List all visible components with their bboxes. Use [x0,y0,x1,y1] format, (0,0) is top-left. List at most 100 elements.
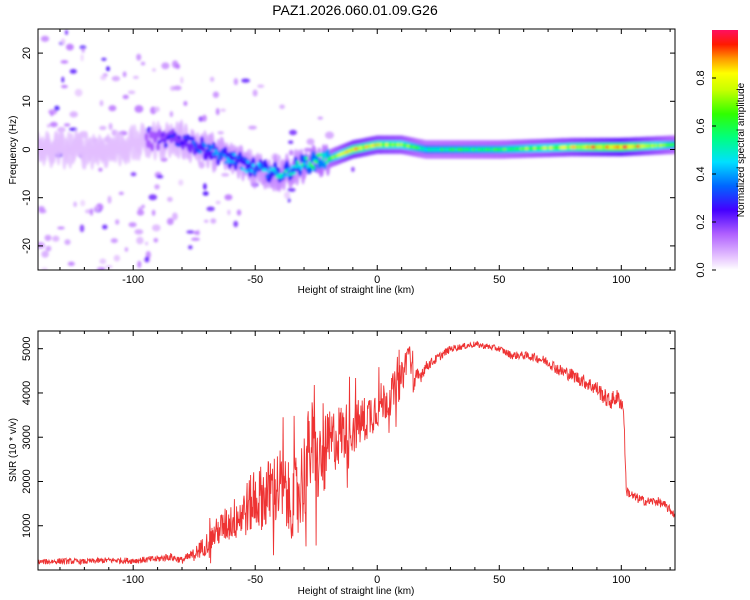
noise-blob [45,245,52,252]
noise-blob [57,226,65,230]
ridge-core [215,151,220,156]
noise-blob [145,241,149,246]
ridge-core [292,171,297,175]
noise-blob [151,209,156,216]
noise-blob [73,201,77,208]
ridge-core [295,160,300,165]
noise-blob [241,78,251,83]
ridge-core [191,140,196,144]
noise-blob [41,250,49,258]
snr-y-axis-label: SNR (10 * v/v) [8,418,19,482]
ridge-core [254,168,259,172]
ridge-core [246,159,250,164]
ridge-core [232,152,237,157]
y-tick-label: -10 [21,190,33,206]
y-tick-label: 4000 [21,381,33,405]
spectrogram-x-axis-label: Height of straight line (km) [298,285,415,296]
ridge-core [273,170,278,174]
noise-blob [74,88,83,97]
noise-blob [227,209,231,216]
y-tick-label: 10 [21,95,33,107]
ridge-core [205,148,209,153]
ridge-core [304,156,309,161]
ridge-core [319,153,324,157]
ridge-core [324,160,329,165]
y-tick-label: 2000 [21,469,33,493]
spectrogram-blobs [38,29,675,270]
noise-blob [141,204,145,209]
ridge-core [224,160,228,165]
noise-blob [110,238,118,244]
noise-blob [288,140,294,144]
noise-blob [107,195,112,204]
noise-blob [221,173,230,177]
colorbar-tick-label: 0.8 [695,70,707,85]
snr-x-ticks: -100 -50 0 50 100 [59,331,671,586]
x-tick-label: -50 [247,574,263,586]
noise-blob [188,245,193,250]
colorbar-tick-label: 0.6 [695,118,707,133]
ridge-core [212,152,216,156]
noise-blob [101,57,107,61]
noise-blob [204,219,209,223]
ridge-core [159,139,163,144]
noise-blob [50,111,54,117]
noise-blob [287,198,291,203]
y-tick-label: 5000 [21,336,33,360]
noise-blob [236,209,242,216]
noise-blob [152,224,161,232]
noise-blob [64,29,69,36]
ridge-core [321,157,326,161]
noise-blob [61,84,68,89]
noise-blob [215,200,221,205]
noise-blob [108,122,113,131]
ridge-core [299,166,303,170]
noise-blob [61,76,65,83]
ridge-mid [320,160,325,169]
ridge-core [210,144,215,148]
ridge-core [162,138,167,143]
ridge-core [229,151,233,156]
snr-y-ticks: 1000 2000 3000 4000 5000 [21,336,675,538]
noise-blob [105,265,113,269]
ridge-core [251,163,256,168]
noise-blob [193,230,200,235]
x-tick-label: -50 [247,274,263,286]
noise-blob [351,166,355,172]
snr-frame [37,330,676,571]
ridge-core [244,169,249,174]
colorbar-tick-label: 0.2 [695,214,707,229]
noise-blob [67,261,75,266]
noise-blob [140,61,146,66]
ridge-core [176,143,180,148]
ridge-mid [144,132,149,142]
noise-blob [137,260,142,269]
noise-blob [160,157,168,162]
x-tick-label: 50 [493,274,505,286]
noise-blob [203,183,207,190]
ridge-core [249,168,254,173]
noise-blob [57,126,66,133]
ridge-core [285,173,290,177]
x-tick-label: 0 [374,574,380,586]
colorbar-label: Normalized spectral amplitude [736,82,747,217]
noise-blob [130,172,137,177]
ridge-core [314,159,319,164]
ridge-core [306,164,310,169]
ridge-core [222,154,226,158]
noise-blob [40,35,50,42]
noise-blob [64,239,71,246]
noise-blob [79,224,85,233]
noise-blob [183,101,188,106]
noise-blob [127,90,136,95]
ridge-core [203,144,208,148]
noise-blob [99,100,104,107]
ridge-core [272,167,276,172]
noise-blob [284,191,291,200]
noise-blob [102,224,108,230]
ridge-core [220,148,225,153]
noise-blob [38,209,47,214]
snr-panel: -100 -50 0 50 100 1000 2000 3000 4000 5000 Heigh… [8,330,676,597]
noise-blob [287,187,296,192]
